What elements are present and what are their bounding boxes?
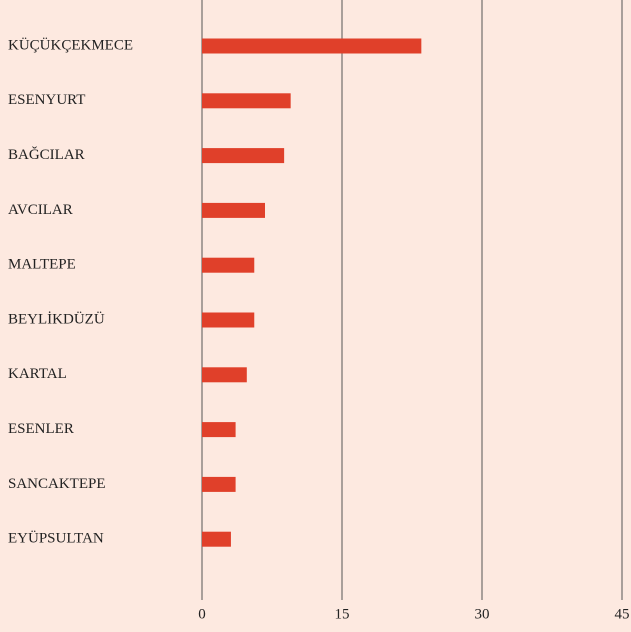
- bar: [202, 422, 236, 438]
- bar: [202, 202, 265, 218]
- bar: [202, 367, 247, 383]
- y-tick-label: EYÜPSULTAN: [8, 530, 104, 547]
- y-tick-label: KÜÇÜKÇEKMECE: [8, 36, 133, 53]
- y-tick-label: MALTEPE: [8, 257, 76, 273]
- y-tick-label: BEYLİKDÜZÜ: [8, 310, 105, 327]
- bar: [202, 531, 231, 547]
- y-tick-label: KARTAL: [8, 366, 67, 382]
- bar: [202, 148, 285, 164]
- y-tick-label: ESENLER: [8, 421, 74, 437]
- y-tick-label: ESENYURT: [8, 92, 85, 108]
- bar: [202, 476, 236, 492]
- y-tick-label: AVCILAR: [8, 202, 73, 218]
- bar: [202, 312, 255, 328]
- x-tick-label: 0: [198, 606, 206, 622]
- bar: [202, 257, 255, 273]
- x-tick-label: 30: [475, 606, 490, 622]
- x-tick-label: 15: [335, 606, 350, 622]
- bar: [202, 93, 291, 109]
- x-tick-label: 45: [615, 606, 630, 622]
- y-tick-label: BAĞCILAR: [8, 146, 85, 163]
- bar: [202, 38, 422, 54]
- y-tick-label: SANCAKTEPE: [8, 476, 106, 492]
